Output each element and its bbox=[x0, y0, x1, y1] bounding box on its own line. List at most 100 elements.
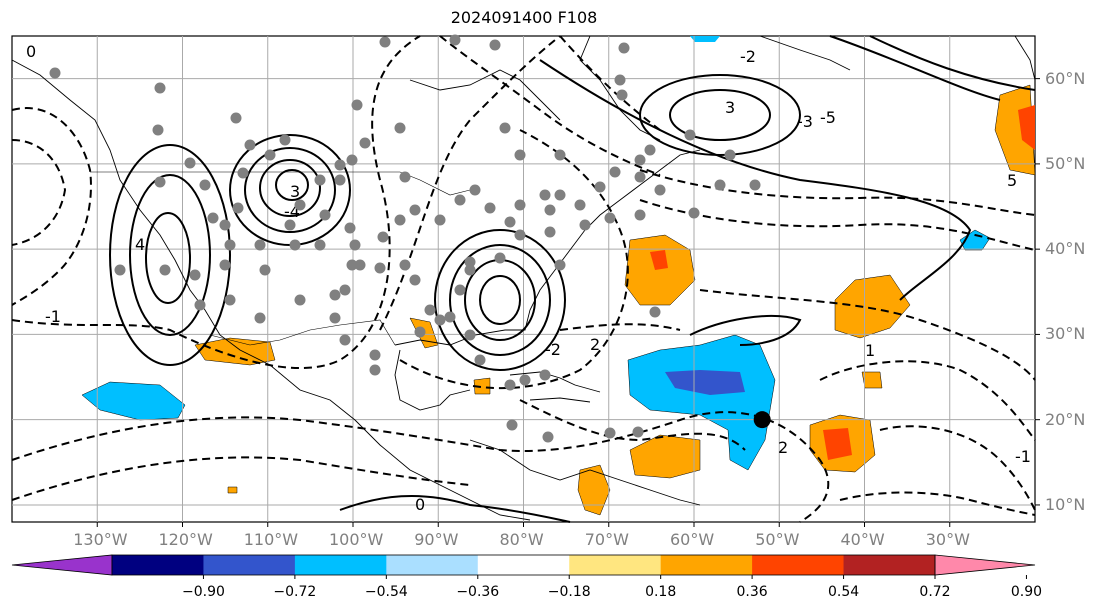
contour-label: -2 bbox=[740, 47, 756, 66]
station-dot bbox=[319, 209, 331, 221]
dashed-contour bbox=[399, 129, 629, 390]
graticule bbox=[12, 36, 1035, 522]
colorbar-segment bbox=[112, 555, 204, 575]
dashed-contour bbox=[11, 411, 830, 523]
border bbox=[209, 319, 396, 346]
station-dot bbox=[199, 179, 211, 191]
station-dot bbox=[489, 39, 501, 51]
positive-anomaly-region bbox=[473, 377, 491, 395]
solid-contour bbox=[639, 74, 801, 156]
colorbar-tick-label: −0.54 bbox=[364, 584, 408, 600]
station-dot bbox=[654, 184, 666, 196]
positive-anomaly-region bbox=[994, 84, 1036, 176]
station-dot bbox=[504, 379, 516, 391]
station-dot bbox=[284, 219, 296, 231]
solid-contour bbox=[449, 244, 551, 356]
colorbar-tick-label: −0.90 bbox=[181, 584, 225, 600]
strong-positive-region bbox=[1018, 105, 1035, 150]
station-dot bbox=[614, 74, 626, 86]
dashed-contour bbox=[559, 35, 661, 131]
negative-anomaly-region bbox=[627, 334, 776, 471]
positive-anomaly-region bbox=[577, 464, 611, 516]
station-dot bbox=[539, 189, 551, 201]
colorbar-extend-high bbox=[934, 554, 1036, 576]
station-dot bbox=[346, 154, 358, 166]
station-dot bbox=[579, 219, 591, 231]
colorbar-segment bbox=[843, 555, 936, 575]
coastline bbox=[409, 69, 561, 121]
station-dot bbox=[449, 34, 461, 46]
station-dot bbox=[609, 166, 621, 178]
station-dot bbox=[409, 204, 421, 216]
colorbar-extend-low bbox=[11, 554, 113, 576]
contour-labels: 0-12-23-3-44-551-102-23 bbox=[26, 42, 1031, 514]
station-dot bbox=[688, 207, 700, 219]
lon-tick-label: 120°W bbox=[158, 530, 213, 549]
station-dot bbox=[219, 219, 231, 231]
station-dot bbox=[724, 149, 736, 161]
station-dot bbox=[464, 256, 476, 268]
contour-label: -1 bbox=[1015, 447, 1031, 466]
colorbar-tick-label: 0.36 bbox=[736, 584, 768, 600]
solid-contour bbox=[689, 314, 802, 346]
coastline bbox=[529, 397, 591, 403]
station-dot bbox=[224, 239, 236, 251]
station-dot bbox=[434, 314, 446, 326]
station-dot bbox=[464, 264, 476, 276]
station-dot bbox=[604, 427, 616, 439]
positive-anomaly-region bbox=[629, 434, 701, 479]
colorbar-tick-label: 0.18 bbox=[645, 584, 677, 600]
dashed-contour bbox=[11, 107, 92, 306]
solid-contour bbox=[244, 147, 336, 233]
station-dot bbox=[469, 184, 481, 196]
station-dot bbox=[539, 369, 551, 381]
station-dot bbox=[369, 349, 381, 361]
solid-contour bbox=[869, 35, 1036, 91]
solid-contour bbox=[129, 174, 211, 336]
station-dot bbox=[634, 154, 646, 166]
station-dot bbox=[594, 181, 606, 193]
station-dots bbox=[49, 34, 761, 443]
station-dot bbox=[474, 354, 486, 366]
contour-label: 3 bbox=[725, 98, 735, 117]
lon-tick-label: 30°W bbox=[925, 530, 970, 549]
coastline bbox=[469, 439, 701, 506]
dashed-contour-lines bbox=[11, 35, 1036, 523]
border bbox=[90, 171, 471, 196]
dashed-contour bbox=[439, 35, 661, 176]
station-dot bbox=[514, 199, 526, 211]
contour-label: 3 bbox=[290, 182, 300, 201]
contour-label: -5 bbox=[820, 108, 836, 127]
contour-label: 0 bbox=[415, 495, 425, 514]
colorbar-tick-label: 0.72 bbox=[919, 584, 951, 600]
station-dot bbox=[154, 176, 166, 188]
colorbar-tick-label: −0.18 bbox=[547, 584, 591, 600]
contour-label: 2 bbox=[590, 335, 600, 354]
station-dot bbox=[554, 259, 566, 271]
contour-label: 4 bbox=[135, 235, 145, 254]
strong-positive-region bbox=[650, 250, 668, 270]
station-dot bbox=[394, 214, 406, 226]
dashed-contour bbox=[11, 139, 67, 246]
colorbar-segment bbox=[569, 555, 662, 575]
station-dot bbox=[494, 252, 506, 264]
station-dot bbox=[344, 222, 356, 234]
station-dot bbox=[219, 259, 231, 271]
station-dot bbox=[519, 374, 531, 386]
station-dot bbox=[294, 294, 306, 306]
station-dot bbox=[369, 364, 381, 376]
station-dot bbox=[394, 122, 406, 134]
station-dot bbox=[414, 326, 426, 338]
solid-contour bbox=[145, 212, 191, 304]
station-dot bbox=[194, 299, 206, 311]
lon-tick-label: 50°W bbox=[755, 530, 800, 549]
station-dot bbox=[184, 157, 196, 169]
coastlines bbox=[11, 35, 1036, 521]
coastline bbox=[1014, 35, 1036, 81]
station-dot bbox=[379, 36, 391, 48]
station-dot bbox=[354, 259, 366, 271]
station-dot bbox=[230, 112, 242, 124]
colorbar-outline bbox=[111, 554, 936, 576]
station-dot bbox=[424, 304, 436, 316]
station-dot bbox=[339, 284, 351, 296]
